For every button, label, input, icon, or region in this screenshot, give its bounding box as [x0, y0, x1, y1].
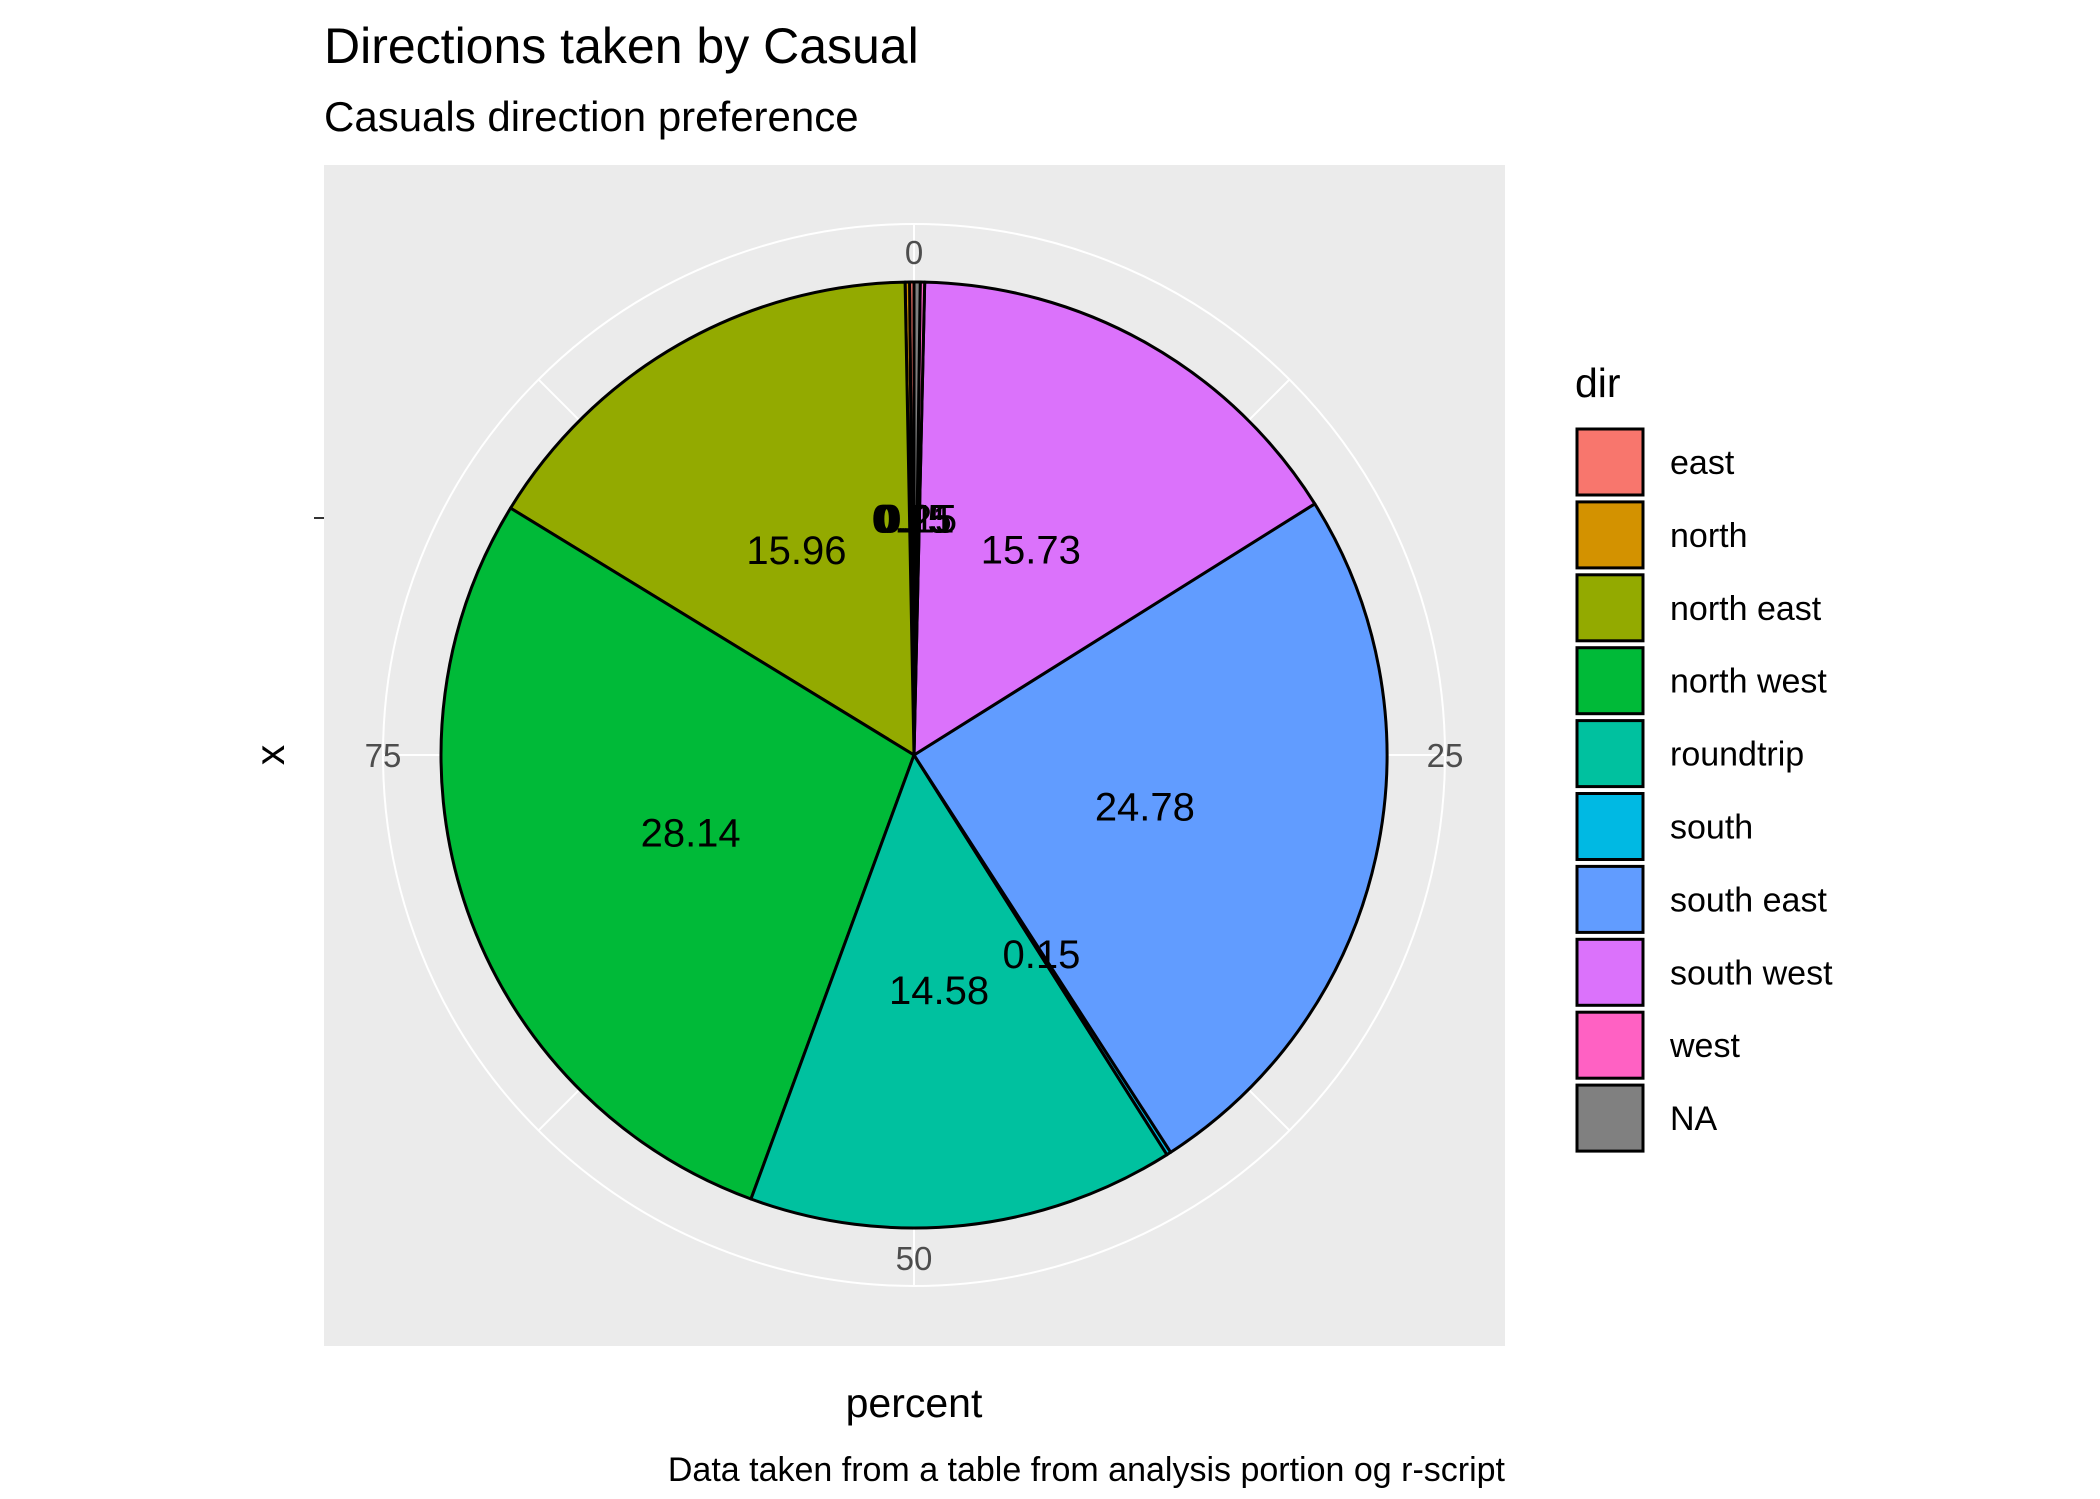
- legend-title: dir: [1575, 360, 1621, 406]
- legend-key-north-east: [1575, 573, 1645, 643]
- grid-spoke-6: [537, 1088, 581, 1132]
- legend: east north north east north west roundtrip so…: [1575, 427, 1833, 1153]
- pie-slice-north-east: [509, 280, 916, 757]
- pie-slice-south-east: [912, 502, 1389, 1154]
- slice-label-south-east: 24.78: [1095, 785, 1195, 829]
- grid-spoke-2: [1247, 378, 1291, 422]
- theta-tick-50: 50: [896, 1240, 933, 1277]
- legend-key-west: [1575, 1010, 1645, 1080]
- slice-label-west: 0.15: [879, 498, 957, 542]
- pie-slice-north-west: [439, 506, 916, 1201]
- y-axis-title: x: [247, 744, 293, 765]
- pie-slice-na: [912, 280, 922, 757]
- legend-key-south-east: [1575, 864, 1645, 934]
- slice-label-east: 0.15: [874, 498, 952, 542]
- legend-label-east: east: [1670, 444, 1735, 482]
- slice-label-roundtrip: 14.58: [889, 969, 989, 1013]
- theta-ticks: 0 25 50 75: [365, 234, 1464, 1277]
- theta-tick-25: 25: [1427, 737, 1464, 774]
- theta-tick-75: 75: [365, 737, 402, 774]
- slice-label-north-west: 28.14: [641, 812, 741, 856]
- pie-slice-roundtrip: [749, 753, 1169, 1230]
- pie-slices: [439, 280, 1389, 1230]
- legend-label-south: south: [1670, 809, 1753, 847]
- legend-key-south: [1575, 792, 1645, 861]
- legend-label-north-east: north east: [1670, 590, 1822, 628]
- legend-key-north: [1575, 500, 1645, 570]
- legend-key-south-west: [1575, 937, 1645, 1007]
- slice-label-south-west: 15.73: [981, 528, 1081, 572]
- slice-label-south: 0.15: [1002, 933, 1080, 977]
- chart-subtitle: Casuals direction preference: [324, 93, 859, 140]
- legend-label-na: NA: [1670, 1100, 1718, 1138]
- slice-labels: 0.150.1515.9628.1414.580.1524.7815.730.1…: [641, 498, 1195, 1014]
- legend-label-roundtrip: roundtrip: [1670, 736, 1804, 774]
- slice-label-north: 0.15: [872, 498, 950, 542]
- legend-label-south-west: south west: [1670, 954, 1833, 992]
- theta-tick-0: 0: [905, 234, 923, 271]
- legend-key-north-west: [1575, 646, 1645, 716]
- legend-label-west: west: [1669, 1027, 1740, 1065]
- grid-spoke-8: [537, 378, 581, 422]
- x-axis-title: percent: [846, 1380, 983, 1426]
- chart-title: Directions taken by Casual: [324, 18, 919, 74]
- pie-slice-south-west: [912, 280, 1317, 757]
- chart-caption: Data taken from a table from analysis po…: [668, 1451, 1506, 1489]
- legend-label-north-west: north west: [1670, 663, 1827, 701]
- legend-key-east: [1575, 427, 1645, 497]
- legend-key-roundtrip: [1575, 719, 1645, 789]
- legend-label-south-east: south east: [1670, 881, 1827, 919]
- slice-label-north-east: 15.96: [746, 529, 846, 573]
- legend-label-north: north: [1670, 517, 1748, 555]
- slice-label-na: 0.21: [877, 498, 955, 542]
- legend-key-na: [1575, 1083, 1645, 1153]
- grid-spoke-4: [1247, 1088, 1291, 1132]
